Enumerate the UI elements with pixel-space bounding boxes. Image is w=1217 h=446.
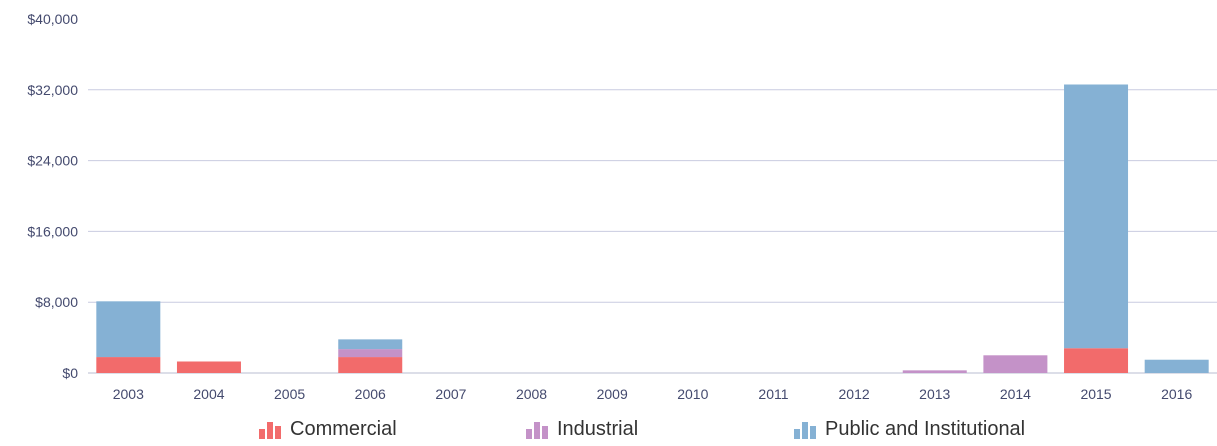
grid-lines xyxy=(88,89,1217,374)
bar-industrial-2006[interactable] xyxy=(338,349,403,358)
x-tick-label: 2015 xyxy=(1080,386,1111,402)
bar-chart-icon xyxy=(259,421,281,439)
bar-industrial-2014[interactable] xyxy=(983,355,1048,373)
y-tick-label: $16,000 xyxy=(27,223,78,239)
bar-commercial-2006[interactable] xyxy=(338,357,403,373)
x-tick-label: 2014 xyxy=(1000,386,1031,402)
x-tick-label: 2007 xyxy=(435,386,466,402)
bar-commercial-2004[interactable] xyxy=(176,361,241,373)
x-tick-label: 2012 xyxy=(839,386,870,402)
legend-item-public-and-institutional[interactable]: Public and Institutional xyxy=(793,418,1025,441)
bar-public-and-institutional-2015[interactable] xyxy=(1064,84,1129,349)
x-axis-ticks: 2003 2004 2005 2006 2007 2008 2009 2010 2011 2012… xyxy=(113,386,1193,402)
bar-chart-icon xyxy=(794,421,816,439)
legend-label: Industrial xyxy=(557,418,639,440)
x-tick-label: 2008 xyxy=(516,386,547,402)
bar-chart-icon xyxy=(526,421,548,439)
bar-commercial-2003[interactable] xyxy=(96,357,161,373)
x-tick-label: 2016 xyxy=(1161,386,1192,402)
legend-item-commercial[interactable]: Commercial xyxy=(258,418,397,441)
x-tick-label: 2010 xyxy=(677,386,708,402)
x-tick-label: 2004 xyxy=(193,386,224,402)
legend-item-industrial[interactable]: Industrial xyxy=(525,418,638,441)
legend-label: Public and Institutional xyxy=(825,418,1026,440)
bar-public-and-institutional-2006[interactable] xyxy=(338,339,403,350)
stacked-bar-chart: $0 $8,000 $16,000 $24,000 $32,000 $40,000 200… xyxy=(27,11,1217,402)
x-tick-label: 2009 xyxy=(597,386,628,402)
x-tick-label: 2006 xyxy=(355,386,386,402)
y-tick-label: $24,000 xyxy=(27,153,78,169)
y-tick-label: $40,000 xyxy=(27,11,78,27)
chart-legend: Commercial Industrial Public and Institu… xyxy=(0,418,1217,446)
legend-label: Commercial xyxy=(290,418,397,440)
y-tick-label: $32,000 xyxy=(27,82,78,98)
y-axis-ticks: $0 $8,000 $16,000 $24,000 $32,000 $40,000 xyxy=(27,11,78,381)
x-tick-label: 2003 xyxy=(113,386,144,402)
bars xyxy=(96,84,1209,373)
x-tick-label: 2011 xyxy=(758,386,788,402)
x-tick-label: 2005 xyxy=(274,386,305,402)
bar-commercial-2015[interactable] xyxy=(1064,348,1129,373)
x-tick-label: 2013 xyxy=(919,386,950,402)
y-tick-label: $0 xyxy=(62,365,78,381)
bar-industrial-2013[interactable] xyxy=(902,370,967,373)
bar-public-and-institutional-2003[interactable] xyxy=(96,301,161,358)
y-tick-label: $8,000 xyxy=(35,294,78,310)
bar-public-and-institutional-2016[interactable] xyxy=(1144,359,1209,373)
